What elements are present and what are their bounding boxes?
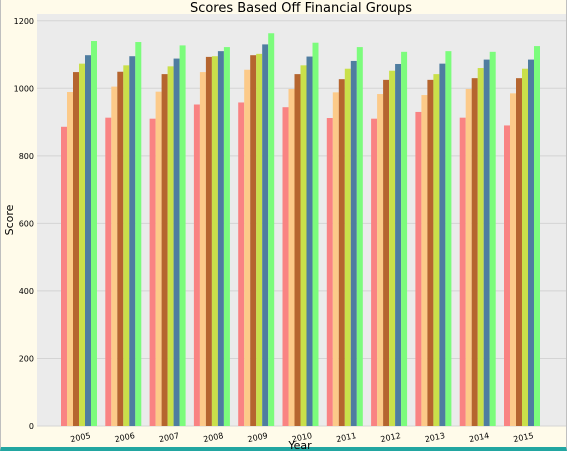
bar-2009-s5 [262, 44, 269, 427]
bar-2008-s6 [223, 47, 230, 426]
bar-2008-s1 [193, 104, 200, 427]
bar-2007-s3 [161, 74, 168, 426]
x-tick-label-2008: 2008 [202, 431, 224, 444]
bar-2011-s4 [344, 68, 351, 427]
bar-2013-s3 [427, 79, 434, 426]
bar-2007-s5 [173, 58, 180, 426]
x-axis-label: Year [287, 439, 312, 451]
bar-2005-s1 [61, 126, 67, 426]
bar-2009-s3 [250, 55, 257, 426]
bar-2007-s4 [167, 66, 174, 426]
bar-2013-s5 [439, 63, 446, 426]
bar-2014-s6 [489, 51, 496, 427]
bar-2010-s3 [294, 74, 301, 426]
bar-2011-s6 [356, 47, 363, 426]
bar-2010-s1 [282, 107, 289, 427]
x-tick-label-2012: 2012 [380, 431, 402, 444]
bar-2010-s4 [300, 65, 307, 426]
y-tick-label-0: 0 [29, 422, 34, 431]
bar-2007-s6 [179, 45, 186, 427]
bar-2005-s3 [73, 72, 79, 427]
bar-2014-s2 [465, 88, 472, 426]
bar-2013-s4 [433, 74, 440, 426]
bar-2009-s2 [244, 69, 251, 426]
bar-2015-s2 [510, 93, 516, 426]
bar-2013-s6 [445, 51, 452, 426]
y-tick-label-400: 400 [19, 287, 34, 296]
bar-2010-s6 [312, 42, 319, 426]
bar-2012-s2 [377, 94, 384, 426]
bar-2015-s3 [516, 78, 522, 426]
y-axis-label: Score [3, 204, 16, 235]
x-tick-label-2009: 2009 [247, 431, 269, 444]
bar-2005-s4 [79, 63, 85, 426]
bar-2006-s1 [105, 117, 112, 426]
y-tick-label-1000: 1000 [14, 84, 34, 93]
x-tick-label-2015: 2015 [513, 431, 535, 444]
chart-title: Scores Based Off Financial Groups [190, 1, 412, 16]
bar-2009-s6 [268, 33, 275, 427]
bar-2014-s4 [477, 68, 484, 427]
bar-2012-s4 [389, 70, 396, 426]
bar-2015-s5 [528, 59, 534, 427]
bar-2007-s1 [149, 118, 156, 426]
bar-2011-s3 [338, 79, 345, 426]
bar-2008-s2 [199, 72, 206, 427]
bar-2012-s5 [395, 63, 402, 427]
bar-2011-s5 [350, 60, 357, 427]
bar-2006-s5 [129, 56, 136, 427]
bar-2015-s6 [534, 46, 540, 426]
bars [61, 33, 540, 427]
bar-2008-s3 [205, 56, 212, 427]
bar-2005-s6 [91, 41, 97, 427]
bar-2011-s2 [332, 92, 339, 427]
bar-2008-s5 [217, 51, 224, 426]
bar-2009-s4 [256, 53, 263, 426]
bar-2013-s2 [421, 95, 428, 426]
bar-2013-s1 [415, 111, 422, 427]
bar-2012-s3 [383, 79, 390, 426]
bar-2005-s5 [85, 55, 91, 426]
bar-2008-s4 [211, 56, 218, 427]
bar-2006-s6 [135, 42, 142, 426]
x-tick-label-2014: 2014 [468, 431, 490, 444]
x-axis-ticks: 2005 2006 2007 2008 2009 2010 2011 2012 2013 2014… [70, 431, 535, 444]
bar-2015-s4 [522, 68, 528, 427]
bar-2014-s3 [471, 78, 478, 426]
bar-2014-s1 [459, 117, 466, 426]
bar-2006-s4 [123, 65, 130, 426]
bar-2009-s1 [238, 102, 245, 426]
y-tick-label-800: 800 [19, 152, 34, 161]
x-tick-label-2007: 2007 [158, 431, 180, 444]
bar-2015-s1 [504, 125, 510, 426]
y-tick-label-600: 600 [19, 219, 34, 228]
bar-2012-s1 [371, 118, 378, 426]
bar-2012-s6 [401, 51, 408, 427]
bar-2006-s2 [111, 86, 118, 426]
bar-2011-s1 [326, 118, 333, 426]
x-tick-label-2011: 2011 [335, 431, 357, 444]
y-tick-label-1200: 1200 [14, 17, 34, 26]
y-tick-label-200: 200 [19, 354, 34, 363]
bar-2014-s5 [483, 59, 490, 427]
x-tick-label-2010: 2010 [291, 431, 313, 444]
bar-2005-s2 [67, 92, 73, 427]
y-axis-ticks: 0 200 400 600 800 1000 1200 [14, 17, 34, 431]
bar-2010-s2 [288, 88, 295, 426]
bar-2007-s2 [155, 91, 162, 427]
x-tick-label-2006: 2006 [114, 431, 136, 444]
x-tick-label-2005: 2005 [70, 431, 92, 444]
bar-2010-s5 [306, 56, 313, 427]
x-tick-label-2013: 2013 [424, 431, 446, 444]
bar-2006-s3 [117, 71, 124, 426]
